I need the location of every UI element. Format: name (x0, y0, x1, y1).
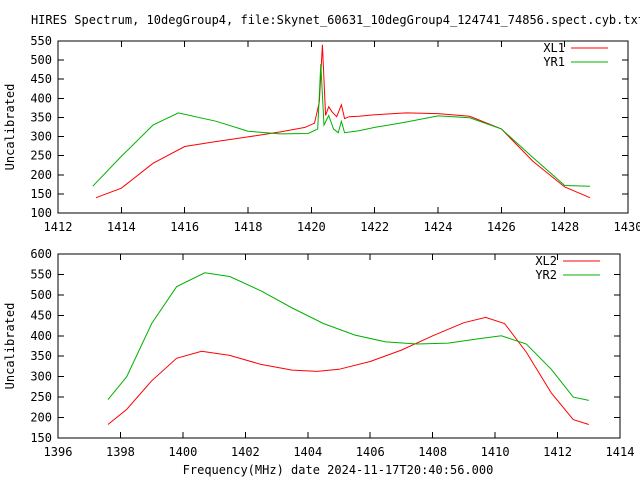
y-tick-label: 200 (30, 168, 52, 182)
x-tick-label: 1428 (550, 220, 579, 234)
y-tick-label: 450 (30, 72, 52, 86)
y-tick-label: 550 (30, 34, 52, 48)
y-tick-label: 250 (30, 149, 52, 163)
x-tick-label: 1416 (170, 220, 199, 234)
series-line-xl1 (95, 44, 591, 199)
top-panel: 100 150 200 250 300 350 400 450 500 550 1412 1414 14… (3, 34, 640, 234)
bottom-panel: 150 200 250 300 350 400 450 500 550 600 1396 1398 14… (3, 247, 634, 459)
y-axis-label: Uncalibrated (3, 303, 17, 390)
x-tick-label: 1430 (614, 220, 640, 234)
chart-title: HIRES Spectrum, 10degGroup4, file:Skynet… (31, 13, 640, 27)
x-tick-label: 1422 (360, 220, 389, 234)
legend-label: XL1 (543, 41, 565, 55)
y-tick-label: 100 (30, 206, 52, 220)
x-axis-label: Frequency(MHz) date 2024-11-17T20:40:56.… (183, 463, 494, 477)
y-tick-label: 400 (30, 91, 52, 105)
y-tick-label: 600 (30, 247, 52, 261)
legend-label: YR2 (535, 268, 557, 282)
x-tick-label: 1414 (107, 220, 136, 234)
y-tick-label: 500 (30, 53, 52, 67)
x-tick-label: 1406 (356, 445, 385, 459)
x-tick-label: 1408 (418, 445, 447, 459)
x-tick-label: 1414 (606, 445, 635, 459)
y-tick-label: 500 (30, 288, 52, 302)
y-tick-label: 300 (30, 370, 52, 384)
plot-frame (57, 40, 629, 214)
y-tick-label: 150 (30, 187, 52, 201)
legend-label: YR1 (543, 55, 565, 69)
x-tick-label: 1420 (297, 220, 326, 234)
x-tick-label: 1404 (293, 445, 322, 459)
plot-frame (57, 253, 621, 439)
x-tick-label: 1424 (424, 220, 453, 234)
series-line-xl2 (107, 316, 589, 425)
x-tick-label: 1398 (106, 445, 135, 459)
x-tick-label: 1412 (543, 445, 572, 459)
x-tick-label: 1400 (168, 445, 197, 459)
y-tick-label: 400 (30, 329, 52, 343)
y-axis-label: Uncalibrated (3, 84, 17, 171)
x-tick-label: 1412 (44, 220, 73, 234)
y-tick-label: 200 (30, 411, 52, 425)
legend-label: XL2 (535, 254, 557, 268)
x-tick-label: 1396 (44, 445, 73, 459)
x-tick-label: 1426 (487, 220, 516, 234)
series-line-yr2 (107, 272, 589, 401)
x-tick-label: 1402 (231, 445, 260, 459)
y-tick-label: 150 (30, 431, 52, 445)
x-tick-label: 1410 (481, 445, 510, 459)
y-tick-label: 300 (30, 130, 52, 144)
y-tick-label: 350 (30, 349, 52, 363)
y-tick-label: 250 (30, 390, 52, 404)
y-tick-label: 350 (30, 110, 52, 124)
series-line-yr1 (92, 63, 591, 187)
y-tick-label: 450 (30, 308, 52, 322)
y-tick-label: 550 (30, 267, 52, 281)
x-tick-label: 1418 (234, 220, 263, 234)
